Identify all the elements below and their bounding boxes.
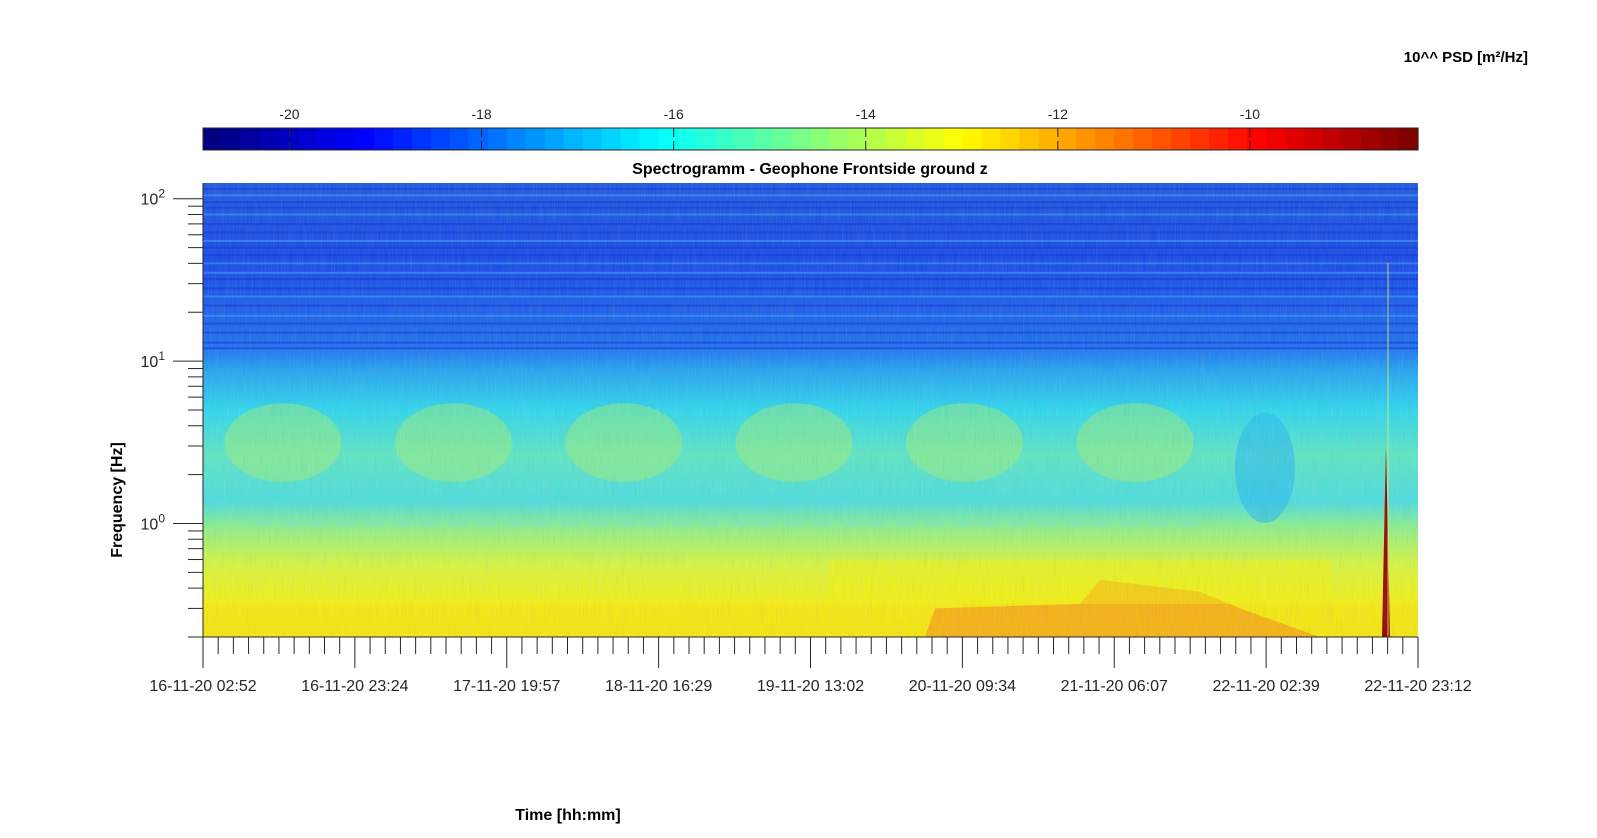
x-axis-label: Time [hh:mm] [515, 807, 620, 824]
x-tick-label: 22-11-20 23:12 [1364, 678, 1471, 695]
y-axis-label: Frequency [Hz] [109, 442, 126, 558]
x-tick-label: 18-11-20 16:29 [605, 678, 712, 695]
y-axis: 100 101 102 [141, 183, 204, 638]
x-tick-label: 16-11-20 23:24 [301, 678, 408, 695]
x-tick-label: 20-11-20 09:34 [909, 678, 1016, 695]
colorbar-tick-label: -14 [856, 106, 876, 122]
colorbar-label: 10^^ PSD [m²/Hz] [1404, 49, 1528, 66]
x-tick-label: 17-11-20 19:57 [453, 678, 560, 695]
colorbar-tick-label: -10 [1240, 106, 1260, 122]
colorbar-tick-label: -20 [279, 106, 299, 122]
y-tick-label: 101 [141, 349, 166, 371]
x-axis: 16-11-20 02:52 16-11-20 23:24 17-11-20 19:… [149, 636, 1472, 695]
colorbar-ticks: -20 -18 -16 -14 -12 -10 [279, 106, 1260, 150]
x-tick-label: 21-11-20 06:07 [1061, 678, 1168, 695]
colorbar-tick-label: -18 [471, 106, 491, 122]
chart-title: Spectrogramm - Geophone Frontside ground… [632, 161, 988, 178]
y-tick-label: 102 [141, 187, 166, 209]
colorbar: 10^^ PSD [m²/Hz] -20 -18 -16 -14 -12 -10 [202, 49, 1528, 151]
spectrogram-plot [203, 183, 1418, 637]
y-tick-label: 100 [141, 512, 166, 534]
spectrogram-noise [203, 183, 1418, 637]
colorbar-gradient [203, 128, 1419, 150]
colorbar-tick-label: -16 [664, 106, 684, 122]
colorbar-frame [202, 127, 1419, 151]
x-tick-label: 16-11-20 02:52 [149, 678, 256, 695]
x-tick-label: 19-11-20 13:02 [757, 678, 864, 695]
x-tick-label: 22-11-20 02:39 [1212, 678, 1319, 695]
colorbar-tick-label: -12 [1048, 106, 1068, 122]
